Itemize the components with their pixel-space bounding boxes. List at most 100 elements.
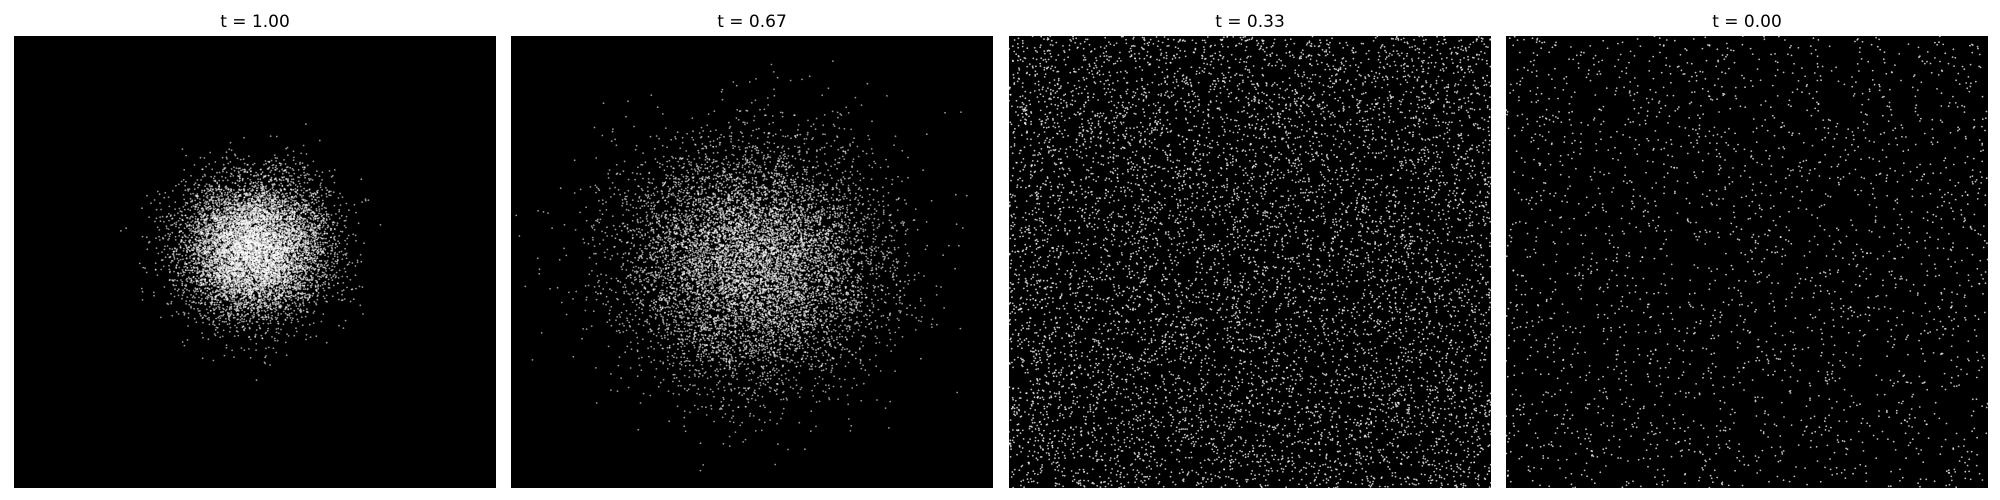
scatter-point [230, 173, 233, 176]
scatter-point [195, 293, 198, 295]
scatter-point [184, 265, 187, 268]
scatter-point [285, 222, 287, 224]
scatter-point [166, 253, 169, 256]
scatter-point [192, 205, 195, 207]
scatter-point [325, 262, 327, 265]
scatter-point [196, 197, 199, 200]
scatter-point [288, 312, 291, 315]
scatter-point [191, 282, 194, 284]
scatter-point [195, 266, 197, 269]
scatter-point [302, 191, 305, 194]
scatter-point [225, 320, 228, 323]
scatter-point [173, 256, 176, 259]
scatter-point [322, 241, 324, 244]
scatter-point [311, 295, 314, 297]
scatter-point [215, 278, 217, 281]
scatter-point [218, 204, 221, 206]
scatter-point [244, 327, 246, 330]
scatter-point [275, 160, 277, 162]
scatter-point [337, 240, 339, 243]
scatter-point [201, 357, 204, 360]
scatter-point [275, 179, 278, 182]
scatter-point [185, 257, 188, 260]
scatter-point [198, 201, 201, 204]
scatter-point [226, 179, 229, 182]
scatter-point [227, 312, 230, 315]
scatter-point [163, 220, 165, 223]
scatter-point [228, 205, 230, 208]
scatter-point [239, 195, 242, 198]
scatter-point [202, 209, 205, 212]
scatter-point [295, 313, 298, 316]
scatter-point [265, 200, 267, 203]
scatter-point [285, 171, 288, 174]
scatter-point [284, 188, 286, 191]
scatter-point [218, 303, 221, 306]
scatter-point [306, 211, 309, 214]
scatter-point [278, 203, 281, 206]
scatter-point [173, 270, 175, 273]
scatter-point [285, 204, 287, 207]
scatter-point [345, 254, 347, 256]
scatter-point [182, 250, 185, 252]
scatter-point [362, 313, 364, 315]
scatter-point [306, 235, 309, 238]
scatter-point [226, 206, 228, 209]
scatter-point [343, 298, 346, 300]
scatter-point [233, 169, 236, 172]
scatter-point [190, 228, 192, 231]
scatter-point [163, 286, 166, 288]
scatter-point [218, 171, 221, 174]
scatter-point [189, 193, 192, 195]
scatter-point [247, 291, 250, 293]
scatter-point [249, 183, 251, 185]
scatter-point [219, 295, 222, 297]
scatter-point [361, 286, 364, 288]
scatter-point [186, 266, 189, 269]
scatter-point [190, 206, 193, 208]
scatter-point [264, 314, 267, 317]
scatter-point [292, 150, 295, 153]
scatter-point [235, 191, 238, 194]
scatter-point [180, 279, 182, 281]
scatter-point [153, 291, 155, 294]
scatter-point [268, 288, 271, 291]
scatter-point [255, 321, 258, 323]
scatter-point [315, 199, 317, 201]
scatter-point [230, 293, 232, 296]
scatter-point [244, 182, 247, 185]
scatter-point [218, 195, 221, 198]
scatter-point [273, 337, 276, 340]
scatter-point [182, 289, 184, 292]
scatter-point [235, 167, 238, 170]
scatter-point [258, 192, 261, 195]
scatter-point [146, 194, 148, 197]
scatter-point [255, 298, 257, 300]
scatter-point [210, 175, 213, 178]
scatter-point [205, 216, 208, 218]
scatter-point [305, 225, 308, 228]
scatter-point [223, 193, 226, 196]
scatter-plot-t-100 [14, 36, 496, 488]
scatter-point [243, 162, 246, 165]
scatter-point [208, 316, 210, 319]
scatter-point [323, 213, 325, 216]
scatter-point [360, 260, 363, 263]
scatter-point [214, 207, 217, 210]
scatter-point [321, 226, 324, 229]
scatter-point [168, 212, 170, 215]
scatter-point [191, 241, 194, 244]
scatter-point [257, 275, 260, 278]
scatter-point [221, 335, 224, 338]
scatter-point [284, 200, 286, 203]
scatter-point [290, 258, 293, 261]
scatter-point [322, 271, 325, 274]
scatter-point [330, 276, 333, 279]
scatter-point [292, 188, 295, 191]
scatter-point [332, 232, 334, 235]
scatter-point [293, 277, 295, 280]
scatter-point [299, 286, 302, 288]
scatter-point [168, 268, 171, 271]
scatter-point [198, 296, 200, 299]
scatter-point [312, 227, 314, 229]
